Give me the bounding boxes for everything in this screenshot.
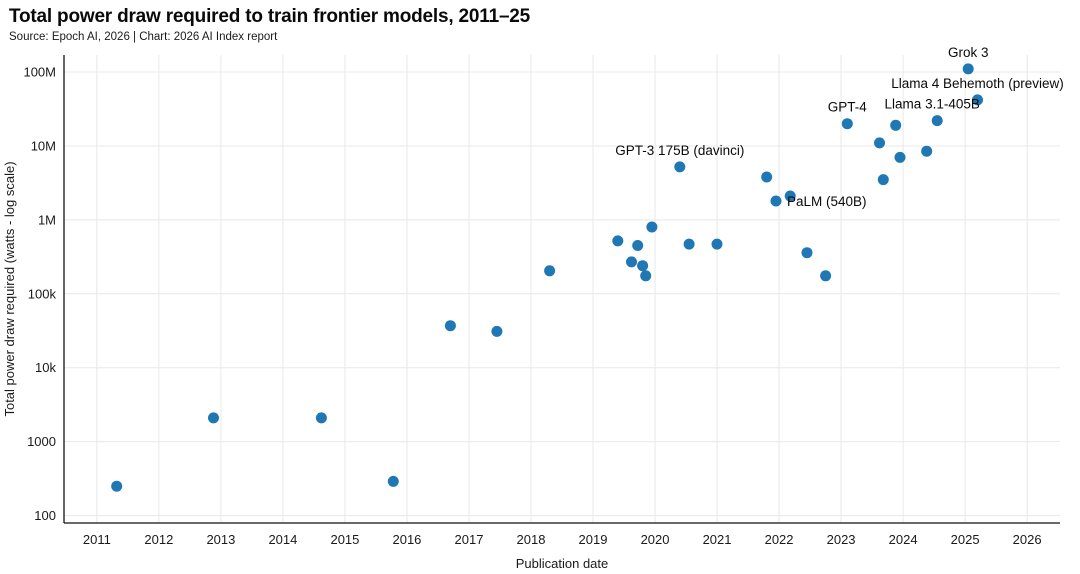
data-point: [841, 118, 853, 130]
data-point: [801, 247, 813, 259]
model-annotation: GPT-3 175B (davinci): [615, 143, 744, 158]
data-point: [711, 238, 723, 250]
x-tick-label: 2013: [206, 532, 235, 547]
data-point: [640, 270, 652, 282]
chart-source-line: Source: Epoch AI, 2026 | Chart: 2026 AI …: [9, 31, 278, 43]
x-tick-label: 2017: [455, 532, 484, 547]
x-tick-label: 2023: [827, 532, 856, 547]
data-point: [544, 265, 556, 277]
y-tick-label: 1M: [38, 212, 56, 227]
data-point: [208, 412, 219, 424]
data-point: [444, 320, 456, 332]
data-point: [931, 115, 943, 127]
chart-header: Total power draw required to train front…: [0, 0, 1080, 43]
data-point: [890, 119, 902, 131]
model-annotation: Grok 3: [948, 45, 989, 60]
y-axis-title: Total power draw required (watts - log s…: [2, 161, 17, 416]
x-tick-label: 2015: [330, 532, 359, 547]
data-point: [784, 190, 796, 202]
x-tick-label: 2025: [951, 532, 980, 547]
data-point: [770, 195, 782, 207]
data-point: [921, 145, 933, 157]
x-tick-label: 2024: [889, 532, 918, 547]
data-point: [626, 256, 637, 268]
model-annotation: Llama 4 Behemoth (preview): [891, 76, 1064, 91]
x-tick-label: 2018: [517, 532, 546, 547]
data-point: [820, 270, 832, 282]
model-annotation: PaLM (540B): [787, 194, 867, 209]
y-tick-label: 10M: [31, 138, 56, 153]
data-point: [387, 475, 399, 487]
data-point: [683, 238, 695, 250]
power-scatter-chart: 100 1000 10k 100k 1M 10M 100M 2011 2012 2013 2014 2…: [2, 45, 1064, 571]
y-tick-label: 100: [34, 508, 56, 523]
y-tick-label: 100k: [28, 286, 57, 301]
page-title: Total power draw required to train front…: [9, 6, 531, 27]
x-tick-label: 2019: [579, 532, 608, 547]
x-tick-label: 2012: [144, 532, 173, 547]
data-point: [637, 260, 649, 272]
data-point: [674, 161, 686, 173]
data-point: [874, 137, 885, 149]
data-point: [315, 412, 327, 424]
model-annotation: Llama 3.1-405B: [885, 97, 980, 112]
x-tick-label: 2026: [1013, 532, 1042, 547]
data-point: [646, 221, 658, 233]
model-annotation: GPT-4: [828, 100, 868, 115]
x-tick-label: 2016: [392, 532, 421, 547]
y-tick-label: 100M: [23, 65, 56, 80]
data-point: [111, 480, 123, 492]
data-point: [632, 240, 644, 251]
data-point: [877, 174, 889, 186]
x-axis-title: Publication date: [516, 556, 609, 571]
x-tick-label: 2014: [268, 532, 297, 547]
data-point: [761, 171, 773, 183]
x-tick-label: 2020: [641, 532, 670, 547]
data-point: [894, 151, 906, 163]
data-point: [612, 235, 624, 247]
data-point: [491, 325, 503, 337]
x-tick-label: 2022: [765, 532, 794, 547]
x-tick-label: 2011: [83, 532, 111, 547]
x-tick-label: 2021: [703, 532, 732, 547]
y-tick-label: 1000: [27, 434, 56, 449]
data-point: [972, 94, 983, 106]
y-tick-label: 10k: [35, 360, 56, 375]
data-point: [962, 63, 974, 75]
